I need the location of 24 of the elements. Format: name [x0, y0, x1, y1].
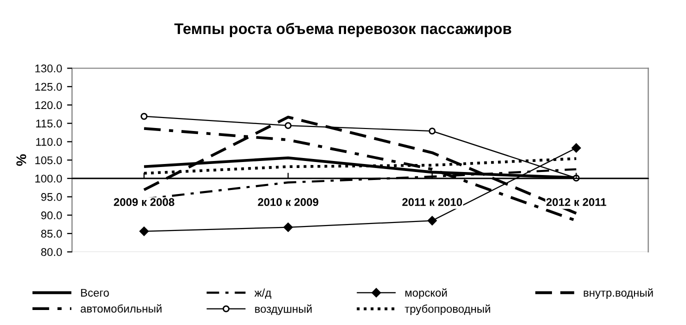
y-tick-label: 80.0 [41, 248, 62, 256]
legend-label: автомобильный [80, 304, 162, 313]
y-axis-title: % [16, 154, 26, 166]
y-tick-label: 90.0 [41, 211, 62, 220]
y-tick-label: 120.0 [35, 101, 62, 110]
y-tick-label: 95.0 [41, 193, 62, 201]
x-tick-label: 2012 к 2011 [546, 198, 606, 206]
chart-title: Темпы роста объема перевозок пассажиров [174, 22, 512, 38]
legend-label: Всего [81, 288, 109, 297]
x-tick-label: 2009 к 2008 [114, 198, 174, 206]
legend-label: трубопроводный [404, 304, 490, 315]
x-tick-label: 2010 к 2009 [258, 198, 318, 206]
legend-label: внутр.водный [584, 288, 653, 299]
y-tick-label: 115.0 [36, 120, 62, 128]
legend-label: воздушный [255, 304, 312, 315]
x-tick-label: 2011 к 2010 [402, 198, 462, 206]
legend-label: морской [405, 288, 447, 299]
y-tick-label: 110.0 [36, 138, 62, 146]
legend-label: ж/д [254, 288, 272, 299]
y-tick-label: 85.0 [41, 230, 62, 238]
y-tick-label: 130.0 [35, 64, 62, 72]
y-tick-label: 125.0 [35, 82, 62, 91]
y-tick-label: 100.0 [35, 174, 62, 183]
y-tick-label: 105.0 [35, 156, 62, 164]
